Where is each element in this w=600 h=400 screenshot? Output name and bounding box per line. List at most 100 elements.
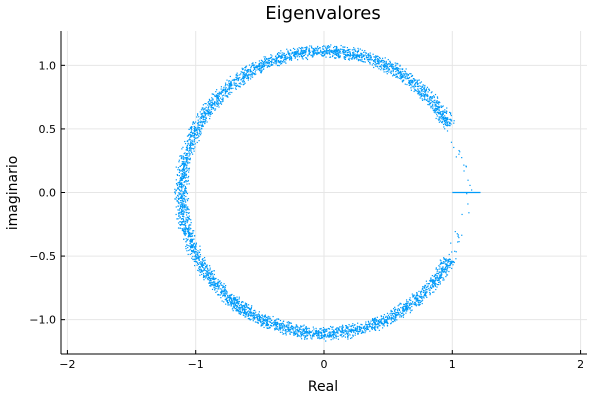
- eigenvalue-point: [274, 329, 276, 331]
- eigenvalue-point: [285, 329, 287, 331]
- eigenvalue-point: [182, 192, 184, 195]
- eigenvalue-point: [281, 54, 284, 56]
- eigenvalue-point: [218, 95, 221, 97]
- eigenvalue-point: [245, 67, 247, 69]
- eigenvalue-point: [386, 66, 388, 68]
- eigenvalue-point: [373, 327, 375, 329]
- eigenvalue-point: [343, 331, 345, 333]
- eigenvalue-point: [185, 191, 188, 193]
- eigenvalue-point: [278, 65, 280, 67]
- eigenvalue-point: [264, 319, 266, 322]
- eigenvalue-point: [184, 220, 187, 222]
- eigenvalue-point: [244, 307, 246, 309]
- eigenvalue-point: [411, 79, 414, 82]
- eigenvalue-point: [322, 52, 324, 54]
- eigenvalue-point: [276, 52, 279, 55]
- eigenvalue-point: [212, 103, 214, 105]
- eigenvalue-point: [382, 59, 384, 62]
- eigenvalue-point: [245, 306, 247, 308]
- eigenvalue-point: [351, 58, 353, 60]
- eigenvalue-point: [388, 316, 390, 318]
- eigenvalue-point: [319, 338, 321, 340]
- eigenvalue-point: [283, 54, 285, 56]
- eigenvalue-point: [436, 276, 438, 278]
- eigenvalue-point: [290, 331, 292, 333]
- eigenvalue-point: [317, 53, 319, 55]
- eigenvalue-point: [457, 241, 459, 243]
- eigenvalue-point: [211, 104, 213, 106]
- eigenvalue-point: [260, 62, 262, 64]
- eigenvalue-point: [395, 76, 397, 78]
- eigenvalue-point: [399, 73, 401, 75]
- eigenvalue-point: [222, 89, 224, 92]
- eigenvalue-point: [264, 64, 266, 66]
- eigenvalue-point: [256, 314, 258, 316]
- eigenvalue-point: [288, 330, 290, 332]
- eigenvalue-point: [196, 131, 198, 133]
- eigenvalue-point: [433, 95, 435, 97]
- eigenvalue-point: [187, 227, 190, 230]
- eigenvalue-point: [264, 322, 266, 324]
- eigenvalue-point: [405, 72, 407, 74]
- eigenvalue-point: [347, 58, 350, 60]
- eigenvalue-point: [184, 224, 186, 226]
- eigenvalue-point: [442, 266, 444, 268]
- eigenvalue-point: [322, 327, 325, 329]
- eigenvalue-point: [182, 209, 184, 211]
- eigenvalue-point: [175, 206, 177, 208]
- eigenvalue-point: [369, 325, 371, 327]
- eigenvalue-point: [378, 320, 380, 323]
- eigenvalue-point: [184, 190, 186, 192]
- eigenvalue-point: [181, 176, 184, 178]
- eigenvalue-point: [361, 324, 363, 326]
- eigenvalue-point: [246, 70, 248, 73]
- eigenvalue-point: [289, 54, 291, 56]
- eigenvalue-point: [264, 319, 266, 321]
- eigenvalue-point: [226, 79, 228, 81]
- eigenvalue-point: [421, 300, 423, 302]
- eigenvalue-point: [312, 334, 314, 336]
- eigenvalue-point: [233, 82, 235, 84]
- eigenvalue-point: [304, 47, 306, 49]
- eigenvalue-point: [244, 66, 246, 69]
- eigenvalue-point: [382, 69, 384, 71]
- eigenvalue-point: [418, 90, 420, 92]
- eigenvalue-point: [232, 297, 234, 299]
- eigenvalue-point: [377, 327, 379, 329]
- eigenvalue-point: [193, 140, 195, 142]
- eigenvalue-point: [421, 95, 423, 97]
- eigenvalue-point: [208, 106, 210, 108]
- eigenvalue-point: [443, 269, 445, 271]
- eigenvalue-point: [179, 170, 181, 172]
- eigenvalue-point: [232, 298, 234, 300]
- eigenvalue-point: [309, 45, 311, 47]
- eigenvalue-point: [416, 85, 419, 88]
- eigenvalue-point: [346, 49, 348, 52]
- eigenvalue-point: [238, 300, 240, 303]
- eigenvalue-point: [290, 58, 292, 60]
- eigenvalue-point: [199, 245, 201, 247]
- eigenvalue-point: [203, 110, 205, 113]
- eigenvalue-point: [320, 332, 323, 334]
- eigenvalue-point: [349, 51, 351, 53]
- eigenvalue-point: [425, 95, 428, 97]
- eigenvalue-point: [406, 73, 408, 75]
- eigenvalue-point: [224, 90, 227, 93]
- eigenvalue-point: [294, 57, 296, 59]
- eigenvalue-point: [180, 195, 182, 197]
- eigenvalue-point: [176, 188, 179, 190]
- eigenvalue-point: [184, 232, 186, 234]
- eigenvalue-point: [220, 288, 222, 290]
- eigenvalue-point: [447, 118, 449, 121]
- eigenvalue-point: [327, 50, 329, 52]
- eigenvalue-point: [246, 77, 248, 79]
- eigenvalue-point: [221, 290, 224, 292]
- eigenvalue-point: [444, 122, 446, 125]
- eigenvalue-point: [321, 337, 324, 339]
- eigenvalue-point: [261, 324, 263, 327]
- eigenvalue-point: [225, 92, 227, 94]
- eigenvalue-point: [188, 218, 191, 220]
- eigenvalue-point: [180, 213, 182, 216]
- eigenvalue-point: [380, 66, 382, 68]
- eigenvalue-point: [208, 272, 211, 274]
